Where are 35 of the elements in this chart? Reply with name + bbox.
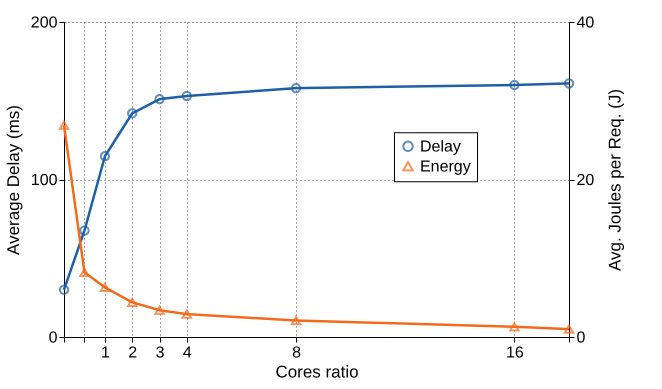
point — [127, 108, 138, 119]
point — [564, 78, 574, 89]
x-tick-label: 4 — [182, 344, 192, 362]
legend-label: Delay — [420, 138, 461, 156]
point — [290, 82, 302, 94]
point — [79, 268, 90, 278]
y2-tick-label: 20 — [576, 172, 594, 189]
point — [182, 90, 192, 102]
x-tick-label: 3 — [156, 344, 165, 362]
y2-tick-label: 0 — [576, 330, 586, 346]
point — [509, 80, 520, 90]
point — [182, 310, 192, 319]
x-tick-label: 8 — [292, 344, 302, 362]
point — [58, 284, 70, 295]
legend-label: Energy — [420, 158, 471, 176]
y-tick-label: 200 — [30, 14, 58, 32]
point — [127, 298, 138, 307]
point — [154, 306, 165, 315]
point — [79, 225, 90, 236]
x-tick-label: 16 — [506, 344, 524, 362]
y-tick-label: 100 — [30, 172, 58, 189]
y2-tick-label: 40 — [576, 14, 594, 32]
x-axis-title: Cores ratio — [275, 362, 359, 382]
y-axis-title: Average Delay (ms) — [4, 105, 23, 255]
y-tick-label: 0 — [48, 330, 58, 346]
point — [100, 151, 110, 162]
point — [154, 94, 165, 104]
point — [564, 324, 574, 334]
point — [290, 316, 302, 326]
y2-axis-title: Avg. Joules per Req. (J) — [605, 88, 624, 272]
x-tick-label: 2 — [128, 344, 138, 362]
point — [58, 120, 70, 130]
point — [100, 282, 110, 292]
x-tick-label: 1 — [100, 344, 110, 362]
point — [509, 322, 520, 332]
